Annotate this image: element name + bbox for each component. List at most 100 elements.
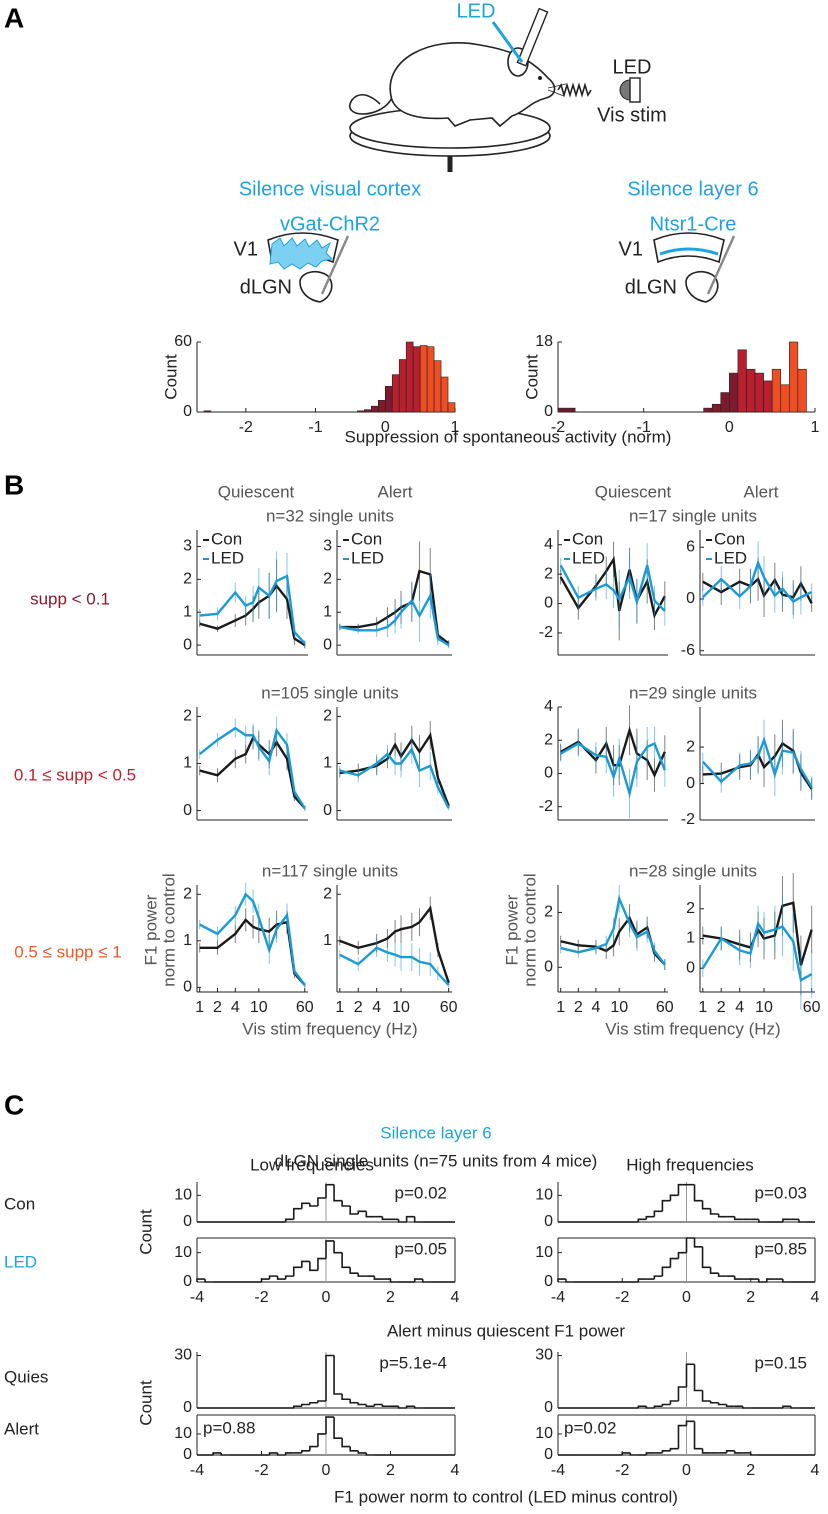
y-tick-label: 0 (183, 1273, 192, 1290)
histogram-step (733, 1216, 743, 1221)
x-tick-label: 10 (392, 999, 410, 1016)
x-tick-label: 1 (811, 419, 820, 436)
histogram-step (749, 1452, 759, 1456)
y-tick-label: 2 (544, 731, 553, 748)
y-tick-label: 0 (544, 1213, 553, 1230)
x-tick-label: 4 (451, 1289, 460, 1306)
histogram-step (357, 1273, 367, 1277)
y-tick-label: 2 (323, 708, 332, 725)
histogram-step (693, 1238, 703, 1248)
y-tick-label: 10 (174, 1244, 192, 1261)
condition-title: Silence layer 6 (627, 178, 758, 200)
x-tick-label: -2 (239, 419, 253, 436)
y-axis-label: F1 power (141, 894, 160, 965)
chart: 0 10 p=0.02 Count (136, 1182, 455, 1255)
histogram-step (373, 1403, 383, 1407)
histogram-step (389, 1279, 399, 1283)
histogram-step (341, 1252, 351, 1269)
x-tick-label: -1 (308, 419, 322, 436)
histogram-step (333, 1240, 343, 1254)
bar (447, 402, 456, 413)
histogram-step (693, 1364, 703, 1392)
y-tick-label: 30 (535, 1347, 553, 1364)
histogram-step (693, 1184, 703, 1202)
histogram-step (717, 1402, 727, 1406)
bar (763, 380, 773, 413)
histogram-step (349, 1399, 359, 1404)
y-axis-label: norm to control (159, 873, 178, 986)
x-tick-label: 0 (725, 419, 734, 436)
bar (440, 376, 449, 413)
histogram-step (381, 1404, 391, 1408)
histogram-step (292, 1266, 302, 1277)
y-tick-label: 30 (174, 1347, 192, 1364)
y-tick-label: -2 (681, 811, 695, 828)
histogram-step (661, 1449, 671, 1453)
bar (746, 368, 756, 413)
x-tick-label: -2 (254, 1289, 268, 1306)
y-tick-label: 0 (544, 765, 553, 782)
section-title: Alert minus quiescent F1 power (387, 1321, 625, 1340)
histogram-step (365, 1211, 375, 1218)
histogram-step (196, 1278, 206, 1282)
y-tick-label: 10 (535, 1187, 553, 1204)
line (560, 894, 666, 966)
legend-label: LED (572, 548, 605, 567)
histogram-step (276, 1452, 286, 1456)
x-tick-label: -4 (551, 1462, 565, 1479)
y-axis-label: norm to control (520, 873, 539, 986)
y-tick-label: 0 (183, 403, 192, 420)
legend-label: Con (351, 529, 382, 548)
histogram-step (790, 1406, 799, 1409)
legend-label: LED (714, 548, 747, 567)
histogram-step (317, 1400, 326, 1403)
area-label: dLGN (625, 276, 677, 298)
y-axis-label: Count (161, 354, 180, 400)
column-title: Alert (744, 482, 779, 501)
line (559, 555, 666, 619)
x-tick-label: -1 (637, 419, 651, 436)
histogram-step (669, 1400, 679, 1405)
x-axis-label: Vis stim frequency (Hz) (605, 1019, 780, 1038)
y-tick-label: 0 (183, 636, 192, 653)
y-tick-label: 10 (174, 1425, 192, 1442)
chart: 0 30 p=0.15 (535, 1347, 815, 1416)
histogram-step (309, 1261, 318, 1272)
histogram-step (661, 1199, 671, 1212)
histogram-step (701, 1200, 711, 1210)
row-label: Alert (4, 1419, 39, 1438)
legend-label: LED (351, 548, 384, 567)
histogram-step (309, 1401, 318, 1405)
y-tick-label: 10 (535, 1425, 553, 1442)
y-tick-label: 1 (323, 932, 332, 949)
y-tick-label: 2 (544, 904, 553, 921)
x-tick-label: 0 (682, 1462, 691, 1479)
histogram-step (685, 1363, 695, 1387)
condition-title: Silence visual cortex (239, 178, 421, 200)
line (339, 946, 450, 986)
histogram-step (333, 1417, 343, 1439)
bar (405, 341, 414, 413)
histogram-step (645, 1452, 655, 1455)
histogram-step (709, 1208, 719, 1215)
line (702, 741, 813, 790)
y-tick-label: 0 (544, 403, 553, 420)
probe-label: LED (457, 0, 496, 22)
line (199, 735, 306, 810)
histogram-step (317, 1197, 326, 1206)
histogram-step (733, 1450, 743, 1454)
histogram-step (325, 1416, 335, 1434)
x-tick-label: 10 (755, 999, 773, 1016)
histogram-step (301, 1403, 310, 1407)
line (199, 892, 306, 986)
histogram-step (284, 1275, 294, 1280)
x-tick-label: 2 (213, 999, 222, 1016)
annotation: p=0.02 (564, 1418, 616, 1437)
annotation: p=0.15 (755, 1353, 807, 1372)
y-tick-label: 60 (174, 333, 192, 350)
y-tick-label: 10 (174, 1187, 192, 1204)
